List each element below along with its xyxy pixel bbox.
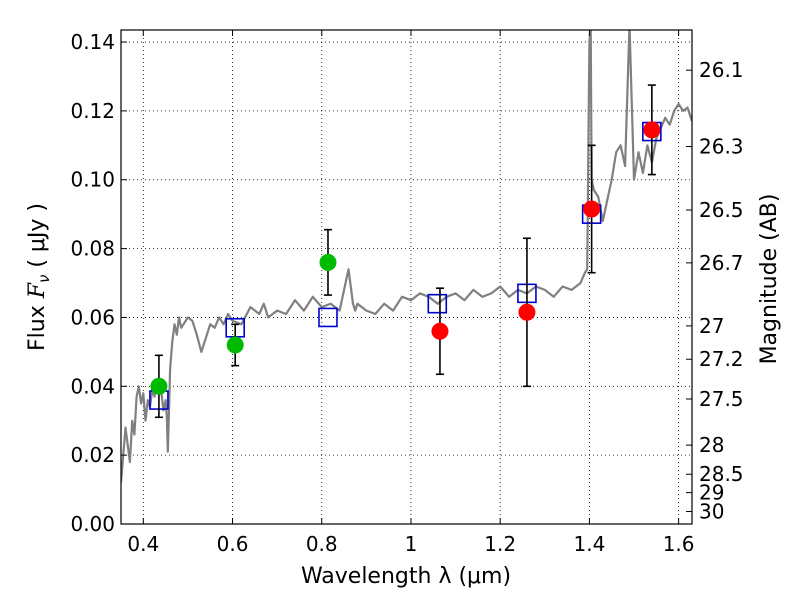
magnitude-tick-label: 30: [699, 500, 724, 524]
observed-nir-point: [583, 200, 601, 218]
magnitude-tick-label: 26.5: [699, 198, 744, 222]
magnitude-tick-label: 28: [699, 433, 724, 457]
x-tick-label: 1.4: [573, 532, 605, 556]
x-tick-label: 0.6: [217, 532, 249, 556]
magnitude-tick-label: 26.3: [699, 135, 744, 159]
model-spectrum-line: [121, 30, 692, 483]
magnitude-tick-label: 27: [699, 314, 724, 338]
model-photometry-square: [427, 293, 448, 314]
y-tick-label: 0.08: [70, 237, 115, 261]
y-tick-label: 0.00: [70, 512, 115, 536]
x-tick-label: 1: [405, 532, 418, 556]
observed-nir-point: [518, 303, 536, 321]
observed-optical-point: [226, 336, 244, 354]
plot-series: [121, 30, 692, 483]
y-tick-label: 0.12: [70, 99, 115, 123]
magnitude-tick-label: 26.7: [699, 251, 744, 275]
x-tick-label: 0.4: [127, 532, 159, 556]
magnitude-tick-label: 28.5: [699, 462, 744, 486]
magnitude-tick-label: 26.1: [699, 58, 744, 82]
y-tick-label: 0.04: [70, 374, 115, 398]
y-axis-label-unit: ( μJy ): [25, 203, 50, 275]
y-tick-label: 0.10: [70, 168, 115, 192]
axis-ticks: 0.4 0.6 0.8 1 1.2 1.4 1.6 0.00 0.02 0.04 0.06 0.08 0…: [70, 30, 744, 556]
y-tick-label: 0.14: [70, 30, 115, 54]
y-axis-label-prefix: Flux: [25, 298, 50, 351]
y-tick-label: 0.06: [70, 305, 115, 329]
observed-optical-point: [150, 377, 168, 395]
observed-nir-point: [643, 121, 661, 139]
magnitude-axis-label: Magnitude (AB): [757, 194, 782, 365]
x-axis-label: Wavelength λ (μm): [301, 564, 511, 589]
x-tick-label: 1.6: [663, 532, 695, 556]
x-tick-label: 1.2: [484, 532, 516, 556]
y-axis-label-subscript: ν: [35, 275, 53, 283]
model-photometry-square: [318, 307, 338, 328]
magnitude-tick-label: 29: [699, 481, 724, 505]
y-tick-label: 0.02: [70, 443, 115, 467]
x-tick-label: 0.8: [306, 532, 338, 556]
magnitude-tick-label: 27.2: [699, 347, 744, 371]
grid-lines: [121, 30, 692, 525]
y-axis-label: Flux Fν ( μJy ): [25, 203, 53, 351]
y-axis-label-symbol: F: [25, 282, 50, 299]
observed-optical-point: [319, 253, 337, 271]
plot-frame: [120, 29, 693, 525]
observed-nir-point: [431, 322, 449, 340]
magnitude-tick-label: 27.5: [699, 387, 744, 411]
